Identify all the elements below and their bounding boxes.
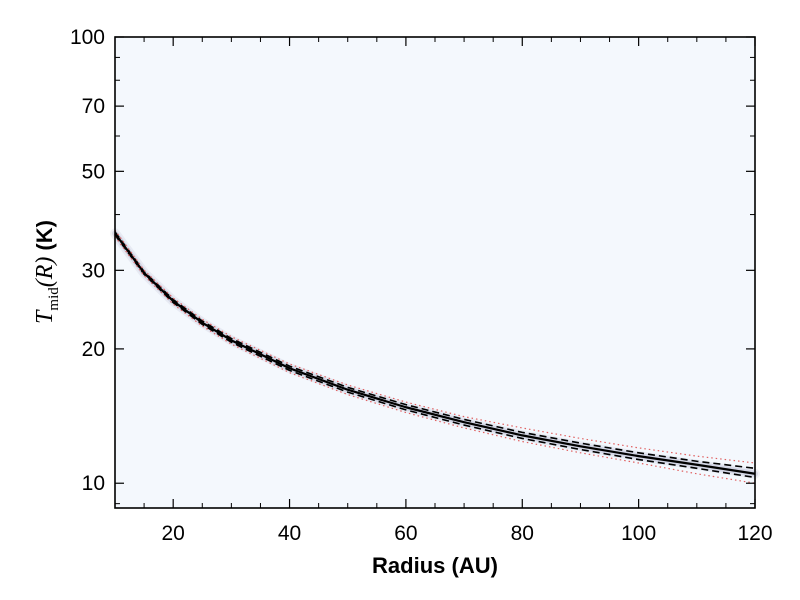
x-tick-label: 120: [737, 522, 772, 545]
x-tick-label: 60: [394, 522, 417, 545]
y-tick-label: 70: [82, 95, 105, 118]
y-axis-label: Tmid(R) (K): [32, 220, 62, 324]
series-median: [114, 232, 756, 475]
x-axis-label: Radius (AU): [372, 553, 498, 578]
series-lower-bound: [114, 234, 756, 479]
y-label-argument: (R): [32, 257, 58, 288]
series-upper-bound: [114, 231, 756, 470]
y-tick-label: 10: [82, 472, 105, 495]
x-axis: 20 40 60 80 100 120: [114, 37, 773, 545]
series-lower-dotted: [114, 236, 756, 484]
y-label-subscript: mid: [46, 287, 62, 311]
series-group: [114, 229, 756, 484]
y-label-unit: (K): [32, 220, 57, 251]
plot-background: [115, 37, 755, 508]
series-upper-dotted: [114, 229, 756, 464]
y-axis: 10 20 30 50 70 100: [70, 26, 755, 505]
x-tick-label: 20: [162, 522, 185, 545]
y-tick-label: 100: [70, 26, 105, 49]
x-tick-label: 40: [278, 522, 301, 545]
svg-text:Tmid(R)(K): Tmid(R) (K): [32, 220, 62, 324]
y-tick-label: 20: [82, 338, 105, 361]
y-tick-label: 50: [82, 160, 105, 183]
y-label-symbol: T: [32, 309, 58, 324]
y-tick-label: 30: [82, 259, 105, 282]
x-tick-label: 100: [621, 522, 656, 545]
x-tick-label: 80: [511, 522, 534, 545]
